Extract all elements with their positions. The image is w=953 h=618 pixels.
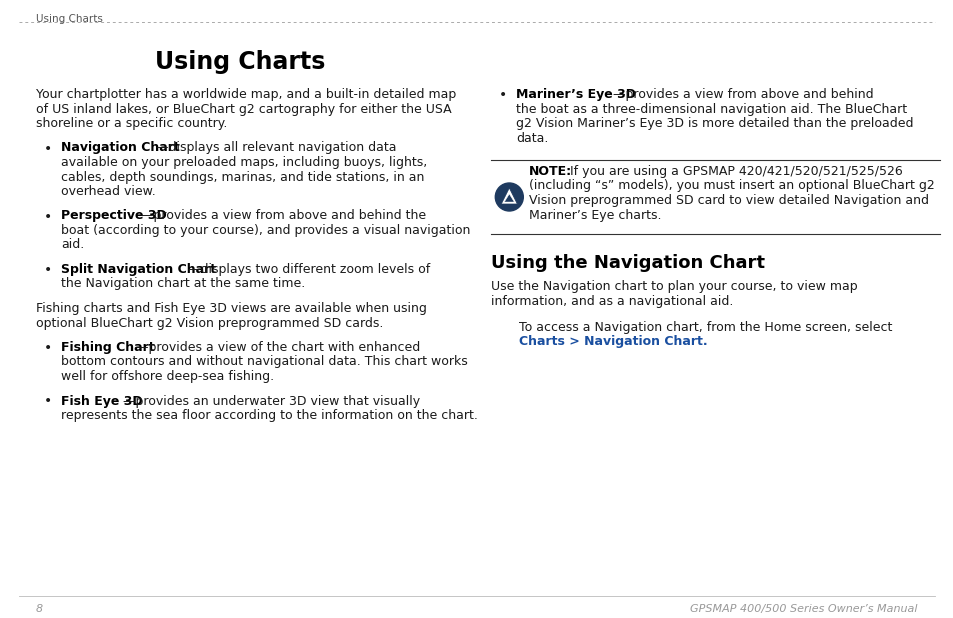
Text: Mariner’s Eye 3D: Mariner’s Eye 3D xyxy=(516,88,636,101)
Text: represents the sea floor according to the information on the chart.: represents the sea floor according to th… xyxy=(61,409,477,422)
Polygon shape xyxy=(500,188,517,204)
Circle shape xyxy=(495,183,523,211)
Text: Using Charts: Using Charts xyxy=(154,50,325,74)
Text: of US inland lakes, or BlueChart g2 cartography for either the USA: of US inland lakes, or BlueChart g2 cart… xyxy=(36,103,452,116)
Text: the boat as a three-dimensional navigation aid. The BlueChart: the boat as a three-dimensional navigati… xyxy=(516,103,906,116)
Polygon shape xyxy=(504,194,514,202)
Text: g2 Vision Mariner’s Eye 3D is more detailed than the preloaded: g2 Vision Mariner’s Eye 3D is more detai… xyxy=(516,117,913,130)
Text: Charts > Navigation Chart.: Charts > Navigation Chart. xyxy=(518,336,707,349)
Text: bottom contours and without navigational data. This chart works: bottom contours and without navigational… xyxy=(61,355,468,368)
Text: •: • xyxy=(44,394,52,408)
Text: the Navigation chart at the same time.: the Navigation chart at the same time. xyxy=(61,277,305,290)
Text: Using the Navigation Chart: Using the Navigation Chart xyxy=(491,254,764,272)
Text: Split Navigation Chart: Split Navigation Chart xyxy=(61,263,216,276)
Text: Fishing Chart: Fishing Chart xyxy=(61,341,154,354)
Text: •: • xyxy=(44,142,52,156)
Text: Using Charts: Using Charts xyxy=(36,14,103,24)
Text: •: • xyxy=(44,263,52,277)
Text: Vision preprogrammed SD card to view detailed Navigation and: Vision preprogrammed SD card to view det… xyxy=(529,194,928,207)
Text: data.: data. xyxy=(516,132,548,145)
Text: GPSMAP 400/500 Series Owner’s Manual: GPSMAP 400/500 Series Owner’s Manual xyxy=(690,604,917,614)
Text: •: • xyxy=(44,341,52,355)
Text: aid.: aid. xyxy=(61,239,85,252)
Text: NOTE:: NOTE: xyxy=(529,165,572,178)
Text: Use the Navigation chart to plan your course, to view map: Use the Navigation chart to plan your co… xyxy=(491,280,857,293)
Text: Fishing charts and Fish Eye 3D views are available when using: Fishing charts and Fish Eye 3D views are… xyxy=(36,302,427,315)
Text: cables, depth soundings, marinas, and tide stations, in an: cables, depth soundings, marinas, and ti… xyxy=(61,171,424,184)
Text: —displays two different zoom levels of: —displays two different zoom levels of xyxy=(188,263,430,276)
Text: 8: 8 xyxy=(36,604,43,614)
Text: —provides a view of the chart with enhanced: —provides a view of the chart with enhan… xyxy=(136,341,420,354)
Text: available on your preloaded maps, including buoys, lights,: available on your preloaded maps, includ… xyxy=(61,156,427,169)
Text: •: • xyxy=(498,88,507,102)
Text: well for offshore deep-sea fishing.: well for offshore deep-sea fishing. xyxy=(61,370,274,383)
Text: (including “s” models), you must insert an optional BlueChart g2: (including “s” models), you must insert … xyxy=(529,179,934,192)
Text: optional BlueChart g2 Vision preprogrammed SD cards.: optional BlueChart g2 Vision preprogramm… xyxy=(36,316,383,329)
Text: If you are using a GPSMAP 420/421/520/521/525/526: If you are using a GPSMAP 420/421/520/52… xyxy=(566,165,902,178)
Text: —provides a view from above and behind the: —provides a view from above and behind t… xyxy=(141,210,426,222)
Text: To access a Navigation chart, from the Home screen, select: To access a Navigation chart, from the H… xyxy=(518,321,892,334)
Text: shoreline or a specific country.: shoreline or a specific country. xyxy=(36,117,228,130)
Text: overhead view.: overhead view. xyxy=(61,185,156,198)
Text: Navigation Chart: Navigation Chart xyxy=(61,142,180,154)
Text: •: • xyxy=(44,210,52,224)
Text: —provides an underwater 3D view that visually: —provides an underwater 3D view that vis… xyxy=(123,394,420,407)
Text: Your chartplotter has a worldwide map, and a built-in detailed map: Your chartplotter has a worldwide map, a… xyxy=(36,88,456,101)
Text: information, and as a navigational aid.: information, and as a navigational aid. xyxy=(491,295,733,308)
Text: —displays all relevant navigation data: —displays all relevant navigation data xyxy=(156,142,396,154)
Text: —provides a view from above and behind: —provides a view from above and behind xyxy=(613,88,873,101)
Text: Perspective 3D: Perspective 3D xyxy=(61,210,167,222)
Text: boat (according to your course), and provides a visual navigation: boat (according to your course), and pro… xyxy=(61,224,470,237)
Text: Fish Eye 3D: Fish Eye 3D xyxy=(61,394,143,407)
Text: Mariner’s Eye charts.: Mariner’s Eye charts. xyxy=(529,208,661,221)
